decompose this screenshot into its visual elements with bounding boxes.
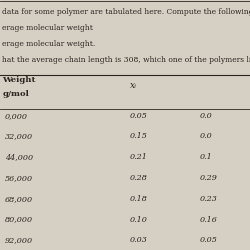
Text: erage molecular weight: erage molecular weight [2,24,94,32]
Text: 0.05: 0.05 [130,112,148,120]
Text: 32,000: 32,000 [5,132,33,140]
Text: 92,000: 92,000 [5,236,33,244]
Text: 0,000: 0,000 [5,112,28,120]
Text: Weight: Weight [2,76,36,84]
Text: erage molecular weight.: erage molecular weight. [2,40,96,48]
Text: 0.03: 0.03 [130,236,148,244]
Text: 68,000: 68,000 [5,195,33,203]
Text: g/mol: g/mol [2,90,30,98]
Text: hat the average chain length is 308, which one of the polymers listed below: hat the average chain length is 308, whi… [2,56,250,64]
Text: 0.18: 0.18 [130,195,148,203]
Text: 0.21: 0.21 [130,153,148,161]
Text: 56,000: 56,000 [5,174,33,182]
Text: 0.15: 0.15 [130,132,148,140]
Text: 44,000: 44,000 [5,153,33,161]
Text: 0.05: 0.05 [200,236,218,244]
Text: xᵢ: xᵢ [130,81,137,90]
Text: 0.28: 0.28 [130,174,148,182]
Text: 0.29: 0.29 [200,174,218,182]
Text: data for some polymer are tabulated here. Compute the following:: data for some polymer are tabulated here… [2,8,250,16]
Text: 0.1: 0.1 [200,153,213,161]
Text: 0.10: 0.10 [130,216,148,224]
Text: 0.0: 0.0 [200,132,213,140]
Text: 0.23: 0.23 [200,195,218,203]
Text: 0.16: 0.16 [200,216,218,224]
Text: 0.0: 0.0 [200,112,213,120]
Text: 80,000: 80,000 [5,216,33,224]
